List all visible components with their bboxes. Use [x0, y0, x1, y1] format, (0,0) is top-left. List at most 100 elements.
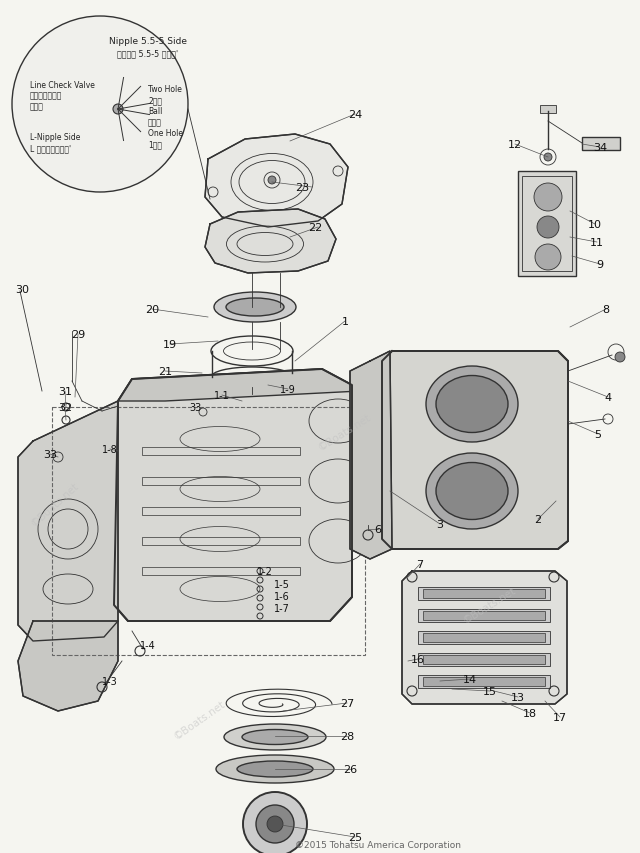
Polygon shape	[114, 369, 352, 621]
Text: 25: 25	[348, 832, 362, 842]
Circle shape	[243, 792, 307, 853]
Bar	[142, 478, 300, 485]
Bar	[423, 655, 545, 664]
Polygon shape	[350, 351, 392, 560]
Text: L ニップルサイド': L ニップルサイド'	[30, 144, 71, 154]
Bar	[418, 631, 550, 644]
Bar	[518, 171, 576, 276]
Text: ©Boats.net: ©Boats.net	[317, 411, 373, 452]
Text: 15: 15	[483, 686, 497, 696]
Text: 1-8: 1-8	[102, 444, 118, 455]
Text: 24: 24	[348, 110, 362, 120]
Text: 17: 17	[553, 712, 567, 722]
Bar	[540, 106, 556, 113]
Text: 12: 12	[508, 140, 522, 150]
Text: 14: 14	[463, 674, 477, 684]
Text: 2ヶ穴: 2ヶ穴	[148, 96, 162, 106]
Polygon shape	[18, 402, 118, 641]
Bar	[52, 408, 365, 655]
Ellipse shape	[226, 299, 284, 316]
Ellipse shape	[224, 724, 326, 750]
Text: 1: 1	[342, 316, 349, 327]
Ellipse shape	[214, 293, 296, 322]
Bar	[522, 177, 572, 272]
Text: Nipple 5.5-5 Side: Nipple 5.5-5 Side	[109, 38, 187, 46]
Text: 32: 32	[58, 403, 72, 413]
Text: ニップル 5.5-5 サイド': ニップル 5.5-5 サイド'	[117, 49, 179, 59]
Text: 19: 19	[163, 339, 177, 350]
Circle shape	[615, 352, 625, 363]
Text: 1-4: 1-4	[140, 641, 156, 650]
Text: 1-2: 1-2	[257, 566, 273, 577]
Text: ©2015 Tohatsu America Corporation: ©2015 Tohatsu America Corporation	[295, 840, 461, 849]
Bar	[423, 612, 545, 620]
Text: 28: 28	[340, 731, 354, 741]
Text: 6: 6	[374, 525, 381, 534]
Polygon shape	[18, 621, 118, 711]
Text: 1-3: 1-3	[102, 676, 118, 686]
Text: 5: 5	[595, 430, 602, 439]
Circle shape	[113, 105, 123, 115]
Text: 13: 13	[511, 692, 525, 702]
Bar	[582, 138, 620, 151]
Text: 26: 26	[343, 764, 357, 774]
Text: 1-6: 1-6	[274, 591, 290, 601]
Text: 10: 10	[588, 220, 602, 229]
Ellipse shape	[436, 376, 508, 433]
Text: 20: 20	[145, 305, 159, 315]
Text: 8: 8	[602, 305, 609, 315]
Text: 2: 2	[534, 514, 541, 525]
Text: 1-9: 1-9	[280, 385, 296, 395]
Polygon shape	[382, 351, 568, 549]
Circle shape	[256, 805, 294, 843]
Text: 23: 23	[295, 183, 309, 193]
Text: 27: 27	[340, 699, 354, 708]
Bar	[142, 448, 300, 456]
Text: バルブ: バルブ	[30, 102, 44, 112]
Text: 33: 33	[43, 450, 57, 460]
Text: 11: 11	[590, 238, 604, 247]
Ellipse shape	[216, 755, 334, 783]
Ellipse shape	[242, 729, 308, 745]
Ellipse shape	[426, 454, 518, 530]
Text: 1-7: 1-7	[274, 603, 290, 613]
Circle shape	[535, 245, 561, 270]
Text: 21: 21	[158, 367, 172, 376]
Text: L-Nipple Side: L-Nipple Side	[30, 133, 81, 142]
Text: 31: 31	[58, 386, 72, 397]
Text: ©Boats.net: ©Boats.net	[462, 584, 518, 624]
Circle shape	[268, 177, 276, 185]
Text: ボール: ボール	[148, 119, 162, 127]
Text: 4: 4	[604, 392, 612, 403]
Bar	[418, 609, 550, 623]
Text: 34: 34	[593, 142, 607, 153]
Text: One Hole: One Hole	[148, 130, 183, 138]
Circle shape	[537, 217, 559, 239]
Ellipse shape	[426, 367, 518, 443]
Ellipse shape	[237, 761, 313, 777]
Polygon shape	[118, 369, 360, 402]
Ellipse shape	[436, 463, 508, 519]
Bar	[142, 537, 300, 545]
Text: 1-5: 1-5	[274, 579, 290, 589]
Bar	[418, 676, 550, 688]
Text: Ball: Ball	[148, 107, 163, 116]
Text: ©Boats.net: ©Boats.net	[172, 698, 228, 740]
Text: 29: 29	[71, 329, 85, 339]
Bar	[423, 677, 545, 686]
Text: ラインチェック: ラインチェック	[30, 91, 62, 101]
Text: 22: 22	[308, 223, 322, 233]
Text: 9: 9	[596, 259, 604, 270]
Circle shape	[534, 183, 562, 212]
Circle shape	[544, 154, 552, 162]
Bar	[423, 589, 545, 598]
Text: ©Boats.net: ©Boats.net	[29, 480, 81, 528]
Circle shape	[12, 17, 188, 193]
Polygon shape	[402, 572, 567, 705]
Bar	[142, 508, 300, 515]
Text: 1-1: 1-1	[214, 391, 230, 401]
Text: Line Check Valve: Line Check Valve	[30, 80, 95, 90]
Polygon shape	[205, 135, 348, 228]
Text: Two Hole: Two Hole	[148, 85, 182, 95]
Bar	[418, 588, 550, 601]
